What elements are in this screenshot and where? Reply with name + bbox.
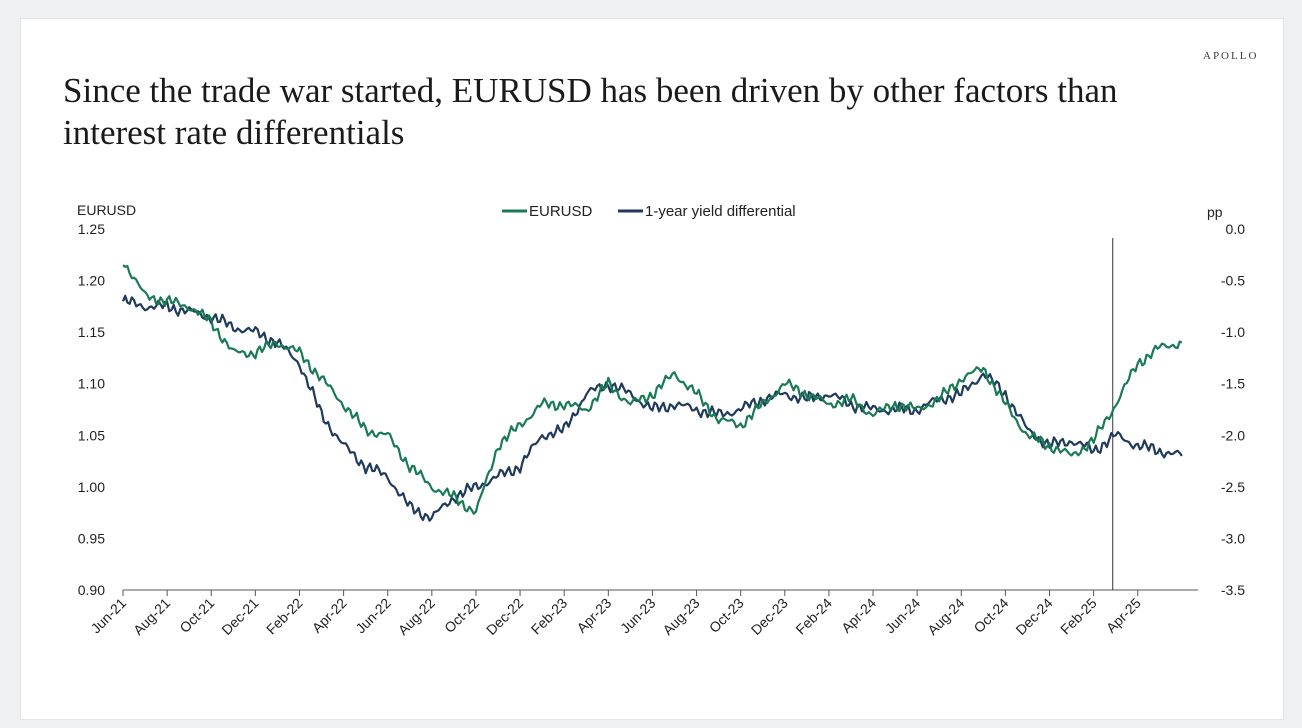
x-tick-label: Dec-21 [218,595,261,638]
left-tick-label: 1.20 [78,273,105,289]
right-tick-label: -2.5 [1221,479,1245,495]
legend-label-yield-differential: 1-year yield differential [645,203,796,220]
x-tick-label: Aug-23 [659,595,702,638]
brand-logo: APOLLO [1203,50,1259,62]
x-tick-label: Jun-21 [88,595,130,637]
chart-card [20,18,1284,720]
x-tick-label: Aug-21 [130,595,173,638]
x-tick-label: Dec-24 [1012,595,1055,638]
left-tick-label: 0.90 [78,582,105,598]
right-tick-label: 0.0 [1226,221,1246,237]
right-tick-label: -3.5 [1221,582,1245,598]
x-tick-label: Feb-24 [792,595,835,638]
x-tick-label: Feb-25 [1057,595,1100,638]
x-tick-label: Oct-23 [706,595,747,636]
series-line-eurusd [122,264,1183,515]
right-axis-label: pp [1207,204,1223,220]
x-tick-label: Aug-24 [924,595,967,638]
x-tick-label: Oct-24 [970,595,1011,636]
left-tick-label: 1.05 [78,427,105,443]
left-tick-label: 1.00 [78,479,105,495]
series-line-yield-differential [121,294,1183,522]
right-tick-label: -1.5 [1221,376,1245,392]
x-tick-label: Apr-24 [838,595,879,636]
x-tick-label: Feb-23 [528,595,571,638]
right-tick-label: -1.0 [1221,324,1245,340]
x-tick-label: Oct-22 [441,595,482,636]
legend: EURUSD 1-year yield differential [502,203,796,220]
left-tick-label: 1.10 [78,376,105,392]
left-tick-label: 0.95 [78,530,105,546]
axes: 1.25 1.20 1.15 1.10 1.05 1.00 0.95 0.90 0.0 -0.5 -… [77,202,1245,638]
x-tick-label: Dec-23 [748,595,791,638]
x-tick-label: Oct-21 [176,595,217,636]
x-tick-label: Aug-22 [395,595,438,638]
x-tick-label: Dec-22 [483,595,526,638]
x-tick-label: Apr-23 [573,595,614,636]
x-tick-label: Apr-25 [1103,595,1144,636]
right-tick-label: -2.0 [1221,427,1245,443]
left-axis-label: EURUSD [77,202,136,218]
right-tick-label: -0.5 [1221,273,1245,289]
x-tick-label: Jun-22 [352,595,394,637]
legend-label-eurusd: EURUSD [529,203,593,220]
page-title: Since the trade war started, EURUSD has … [63,71,1118,152]
x-tick-label: Jun-24 [882,595,924,637]
x-tick-label: Feb-22 [263,595,306,638]
left-tick-label: 1.15 [78,324,105,340]
series-lines [121,264,1183,522]
right-tick-label: -3.0 [1221,530,1245,546]
left-tick-label: 1.25 [78,221,105,237]
x-tick-label: Jun-23 [617,595,659,637]
x-tick-label: Apr-22 [309,595,350,636]
